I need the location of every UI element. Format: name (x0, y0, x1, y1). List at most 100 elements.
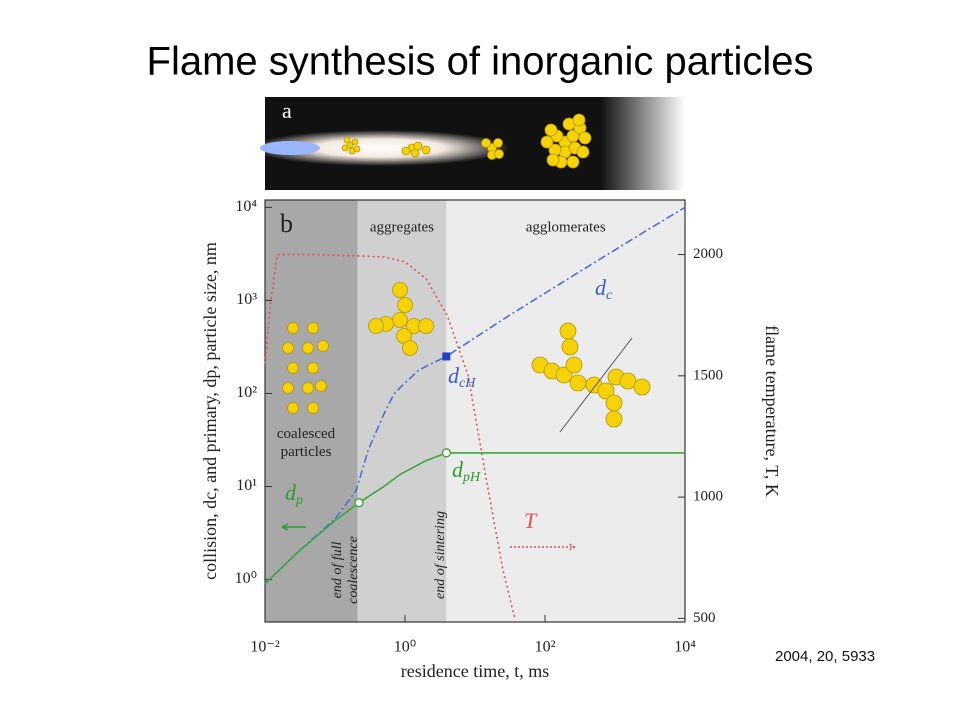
region-label: coalesced particles (277, 426, 336, 460)
y2-tick-label: 1000 (693, 489, 723, 505)
annotation-text: d (452, 457, 464, 482)
particle (619, 372, 637, 390)
particle (351, 138, 359, 146)
guide-line (559, 337, 633, 433)
particle (546, 153, 560, 167)
annotation-text: d (448, 363, 460, 388)
particle (561, 338, 579, 356)
panel-label: b (280, 209, 293, 238)
region-label-line: particles (281, 444, 332, 460)
annotation-text: d (285, 480, 297, 505)
particle (540, 135, 554, 149)
phase-note: end of full (330, 542, 345, 599)
particle (605, 394, 623, 412)
particle (565, 356, 583, 374)
annotation: dc (595, 275, 613, 303)
particle (287, 362, 299, 374)
arrow (281, 523, 306, 531)
annotation-sub: p (295, 493, 303, 508)
region-label: aggregates (370, 219, 434, 235)
particle (481, 138, 491, 148)
particle (559, 322, 577, 340)
particle (392, 282, 408, 298)
particle (307, 362, 319, 374)
particle (578, 131, 592, 145)
phase-note: end of sintering (433, 511, 448, 599)
particle (282, 382, 294, 394)
series-line (264, 206, 686, 585)
citation: 2004, 20, 5933 (775, 648, 875, 665)
y-tick-label: 10¹ (236, 477, 257, 494)
annotation: dpH (452, 457, 481, 485)
particle (566, 155, 580, 169)
particle (572, 113, 586, 127)
x-tick-label: 10⁴ (674, 639, 696, 656)
y2-tick-label: 500 (693, 610, 716, 626)
annotation: dcH (448, 363, 476, 391)
particle (493, 138, 503, 148)
annotation-sub: pH (462, 470, 481, 485)
x-tick-label: 10⁰ (394, 639, 416, 656)
annotation-sub: cH (459, 376, 476, 391)
particle (605, 410, 623, 428)
arrow (510, 543, 576, 551)
marker (354, 498, 364, 508)
panel-label: a (282, 98, 292, 123)
region-label: agglomerates (526, 219, 606, 235)
particle (302, 342, 314, 354)
particle (302, 382, 314, 394)
slide-title: Flame synthesis of inorganic particles (147, 40, 814, 84)
phase-note: coalescence (346, 536, 361, 604)
particle (282, 342, 294, 354)
particle (494, 149, 504, 159)
particle (633, 378, 651, 396)
particle (421, 145, 431, 155)
y-tick-label: 10³ (236, 291, 257, 308)
particle (544, 123, 558, 137)
y-axis-label: collision, dc, and primary, dp, particle… (200, 242, 220, 580)
y2-tick-label: 2000 (693, 246, 723, 262)
flame-image (250, 97, 685, 190)
particle (307, 402, 319, 414)
particle (392, 312, 408, 328)
particle (576, 145, 590, 159)
annotation-text: d (595, 275, 607, 300)
y2-tick-label: 1500 (693, 367, 723, 383)
y-tick-label: 10² (236, 384, 257, 401)
annotation-sub: c (606, 288, 613, 303)
particle (597, 382, 615, 400)
series-line (264, 452, 685, 585)
particle (555, 366, 573, 384)
y2-axis-label: flame temperature, T, K (762, 325, 782, 497)
particle (418, 318, 434, 334)
particle (569, 374, 587, 392)
y-tick-label: 10⁰ (235, 570, 257, 587)
particle (353, 145, 361, 153)
x-axis-label: residence time, t, ms (401, 661, 549, 681)
particle (341, 144, 349, 152)
marker (441, 448, 452, 458)
annotation-text: T (524, 508, 538, 533)
particle (317, 340, 329, 352)
particle (287, 402, 299, 414)
region (357, 200, 447, 622)
particle (401, 146, 411, 156)
particle (287, 322, 299, 334)
x-tick-label: 10² (535, 639, 556, 656)
region (446, 200, 685, 622)
particle (402, 340, 418, 356)
annotation: dp (285, 480, 303, 508)
particle (343, 136, 351, 144)
y-tick-label: 10⁴ (235, 198, 257, 215)
plot-frame (264, 199, 686, 623)
particle (410, 148, 420, 158)
particle (368, 318, 384, 334)
region-label-line: coalesced (277, 426, 336, 442)
annotation: T (524, 508, 538, 533)
particle (397, 297, 413, 313)
particle (307, 322, 319, 334)
particle (315, 380, 327, 392)
particle (346, 141, 354, 149)
marker (442, 352, 451, 361)
